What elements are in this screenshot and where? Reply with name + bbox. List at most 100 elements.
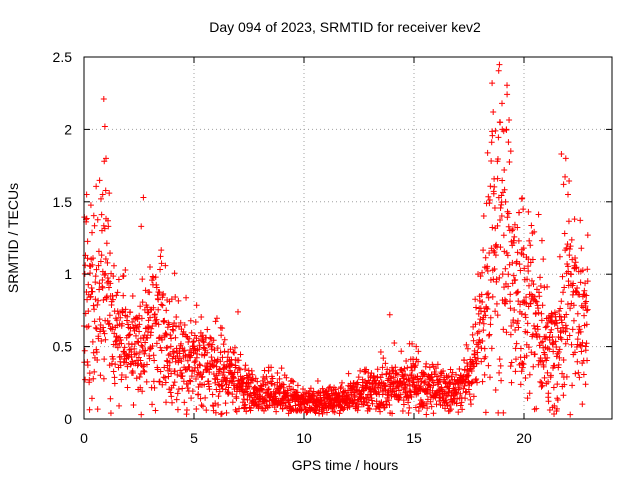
data-point [249, 376, 256, 383]
data-point [562, 173, 569, 180]
data-point [138, 315, 145, 322]
data-point [169, 399, 176, 406]
data-point [430, 410, 437, 417]
data-point [514, 317, 521, 324]
data-point [497, 204, 504, 211]
data-point [487, 314, 494, 321]
data-point [274, 379, 281, 386]
data-point [196, 342, 203, 349]
data-point [565, 263, 572, 270]
data-point [473, 360, 480, 367]
data-point [98, 211, 105, 218]
data-point [246, 404, 253, 411]
data-point [481, 308, 488, 315]
data-point [138, 411, 145, 418]
data-point [565, 218, 572, 225]
data-point [485, 362, 492, 369]
data-point [408, 371, 415, 378]
data-point [128, 341, 135, 348]
data-point [538, 317, 545, 324]
data-point [355, 374, 362, 381]
data-point [102, 187, 109, 194]
data-point [196, 361, 203, 368]
data-point [215, 381, 222, 388]
data-point [366, 406, 373, 413]
data-point [507, 331, 514, 338]
data-point [491, 266, 498, 273]
data-point [468, 379, 475, 386]
data-point [90, 375, 97, 382]
data-point [558, 336, 565, 343]
data-point [553, 320, 560, 327]
data-point [142, 347, 149, 354]
data-point [583, 298, 590, 305]
data-point [102, 270, 109, 277]
data-point [265, 386, 272, 393]
data-point [331, 409, 338, 416]
data-point [520, 251, 527, 258]
data-point [149, 322, 156, 329]
data-point [162, 374, 169, 381]
data-point [95, 297, 102, 304]
data-point [111, 380, 118, 387]
data-point [532, 298, 539, 305]
data-point [493, 276, 500, 283]
data-point [338, 379, 345, 386]
data-point [524, 329, 531, 336]
data-point [237, 351, 244, 358]
data-point [350, 384, 357, 391]
data-point [558, 298, 565, 305]
data-point [494, 155, 501, 162]
data-point [217, 411, 224, 418]
data-point [159, 336, 166, 343]
data-point [433, 401, 440, 408]
data-point [554, 405, 560, 412]
data-point [173, 313, 180, 320]
data-point [127, 309, 134, 316]
data-point [95, 248, 102, 255]
data-point [504, 214, 511, 221]
data-point [90, 302, 97, 309]
data-point [336, 410, 343, 417]
data-point [127, 361, 134, 368]
data-point [84, 362, 91, 369]
data-point [162, 262, 169, 269]
data-point [97, 258, 104, 265]
data-point [177, 319, 184, 326]
data-point [175, 297, 182, 304]
data-point [116, 402, 123, 409]
data-point [563, 245, 570, 252]
data-point [171, 379, 178, 386]
data-point [85, 281, 92, 288]
data-point [89, 338, 96, 345]
data-point [151, 384, 158, 391]
data-point [89, 229, 96, 236]
data-point [166, 359, 173, 366]
data-point [481, 371, 488, 378]
data-point [486, 250, 493, 257]
data-point [139, 388, 146, 395]
data-point [420, 370, 427, 377]
data-point [158, 260, 165, 267]
data-point [254, 378, 261, 385]
data-point [128, 348, 135, 355]
data-point [231, 349, 238, 356]
data-point [186, 335, 193, 342]
data-point [561, 381, 568, 388]
data-point [577, 328, 584, 335]
data-point [88, 395, 95, 402]
data-point [564, 301, 571, 308]
data-point [489, 132, 496, 139]
data-point [132, 332, 139, 339]
data-point [518, 310, 525, 317]
data-point [151, 311, 158, 318]
data-point [215, 401, 222, 408]
data-point [91, 306, 98, 313]
data-point [515, 324, 522, 331]
data-point [548, 318, 555, 325]
data-point [87, 202, 94, 209]
data-point [219, 354, 226, 361]
data-point [552, 338, 559, 345]
data-point [364, 402, 371, 409]
data-point [494, 312, 501, 319]
